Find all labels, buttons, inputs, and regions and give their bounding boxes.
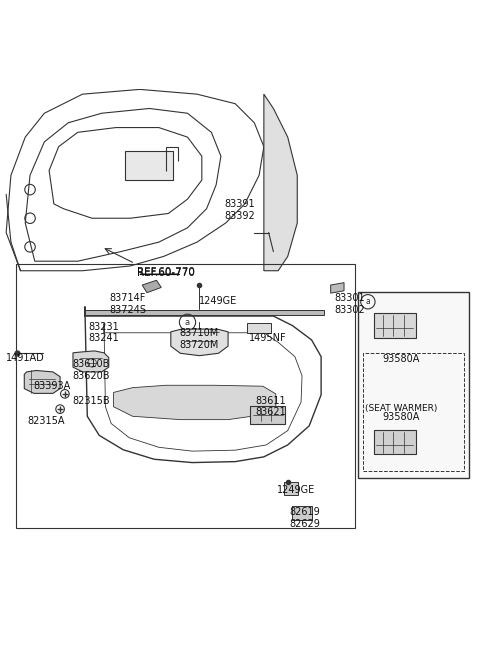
Text: 1495NF: 1495NF (249, 333, 287, 343)
Text: REF.60-770: REF.60-770 (137, 268, 195, 277)
Text: 83710M
83720M: 83710M 83720M (180, 328, 219, 350)
Text: 82619
82629: 82619 82629 (289, 507, 320, 529)
Text: 83611
83621: 83611 83621 (256, 396, 287, 417)
Bar (16, 264, 355, 529)
Polygon shape (171, 329, 228, 356)
Bar (373, 313, 416, 338)
Bar (291, 506, 312, 520)
Text: 93580A: 93580A (383, 411, 420, 422)
Text: a: a (185, 318, 190, 327)
Text: 83393A: 83393A (34, 381, 71, 392)
Bar (359, 292, 469, 478)
Text: 93580A: 93580A (383, 354, 420, 364)
Text: 83391
83392: 83391 83392 (225, 199, 255, 221)
Text: REF.60-770: REF.60-770 (137, 268, 195, 278)
Text: 82315A: 82315A (28, 416, 65, 426)
Bar (363, 353, 464, 471)
Polygon shape (114, 385, 276, 420)
Text: (SEAT WARMER): (SEAT WARMER) (365, 404, 437, 413)
Polygon shape (73, 351, 109, 372)
Text: 1249GE: 1249GE (277, 485, 315, 495)
Text: 1249GE: 1249GE (199, 296, 238, 306)
Text: 83301
83302: 83301 83302 (335, 293, 365, 315)
Text: a: a (366, 297, 370, 306)
Text: 83714F
83724S: 83714F 83724S (109, 293, 146, 315)
Polygon shape (142, 280, 161, 293)
Bar (284, 482, 298, 495)
Text: 83231
83241: 83231 83241 (89, 322, 120, 343)
Bar (125, 152, 173, 180)
Bar (373, 430, 416, 455)
Text: 82315B: 82315B (72, 396, 109, 406)
Text: 83610B
83620B: 83610B 83620B (72, 359, 110, 380)
Bar (85, 310, 324, 315)
Bar (251, 406, 285, 424)
Polygon shape (24, 371, 60, 394)
Polygon shape (331, 283, 344, 293)
Text: 1491AD: 1491AD (6, 354, 45, 363)
Polygon shape (264, 94, 297, 271)
Bar (247, 323, 271, 333)
